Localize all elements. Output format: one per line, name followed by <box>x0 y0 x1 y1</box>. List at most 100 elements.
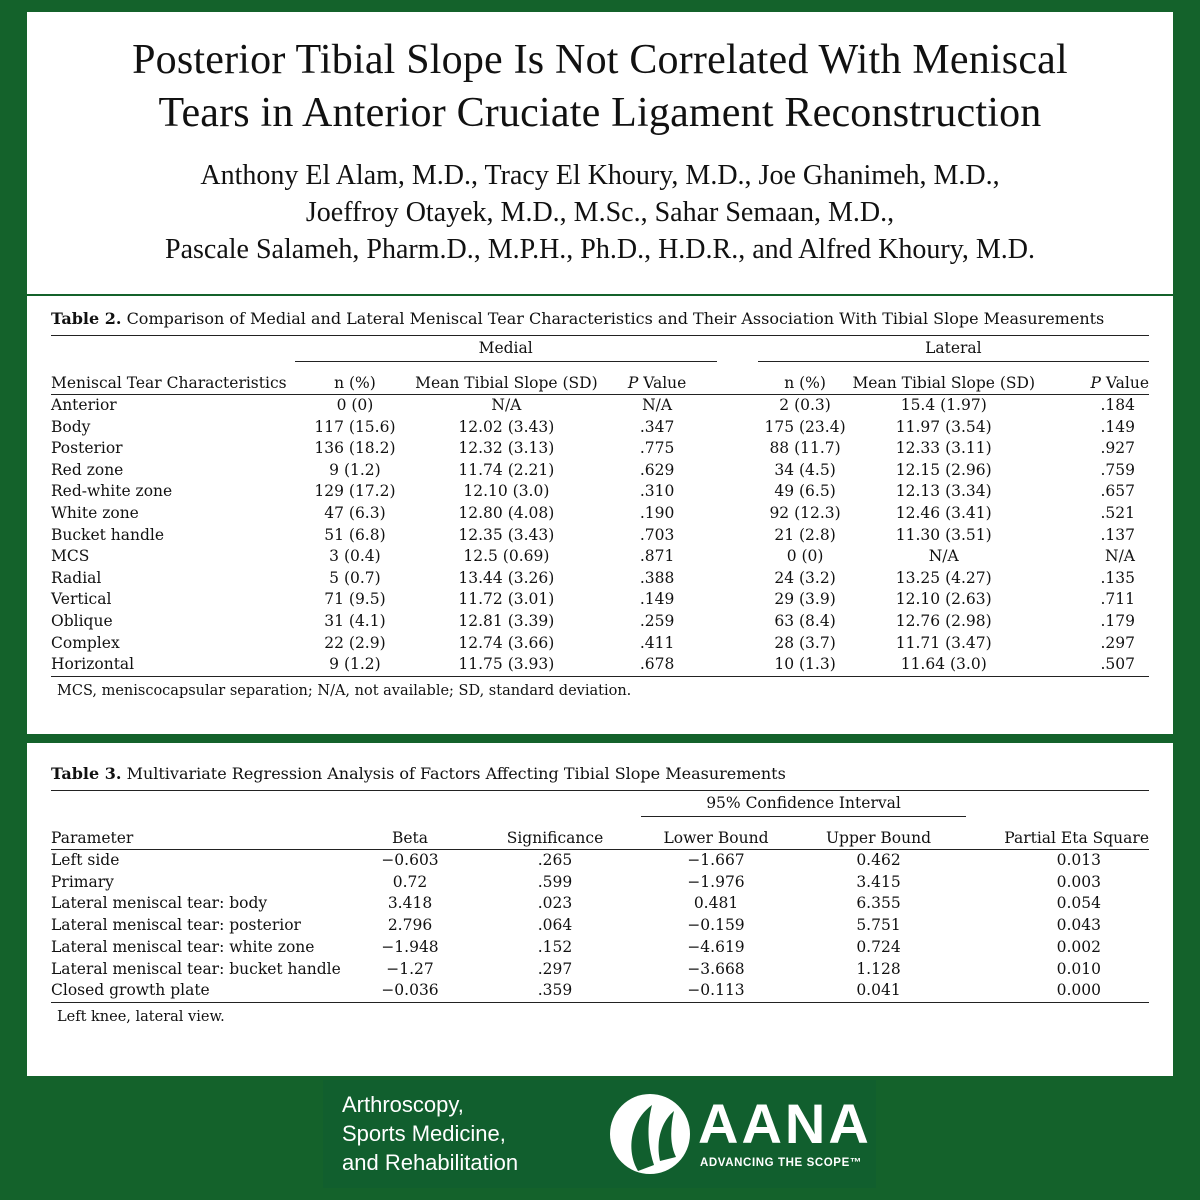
table-cell: .064 <box>537 916 573 935</box>
table-cell: .759 <box>1100 460 1135 479</box>
table-cell: .265 <box>537 851 573 869</box>
table-cell: White zone <box>51 503 139 522</box>
journal-line-1: Arthroscopy, <box>342 1092 464 1117</box>
table-cell: 12.74 (3.66) <box>458 633 555 652</box>
table-cell: 136 (18.2) <box>314 439 396 458</box>
col-header-medial-mean: Mean Tibial Slope (SD) <box>415 362 598 395</box>
col-header-parameter: Parameter <box>51 817 351 850</box>
table-3-label: Table 3. <box>51 764 122 783</box>
table-cell: .871 <box>639 547 675 566</box>
table-2-column-header: Meniscal Tear Characteristics n (%) Mean… <box>51 362 1149 395</box>
table-cell: 12.80 (4.08) <box>458 503 555 522</box>
journal-line-2: Sports Medicine, <box>342 1121 506 1146</box>
org-tagline: ADVANCING THE SCOPE™ <box>700 1157 862 1169</box>
table-cell: .297 <box>1100 633 1135 652</box>
table-cell: Lateral meniscal tear: white zone <box>51 937 315 956</box>
table-2-label: Table 2. <box>51 309 122 328</box>
table-cell: 88 (11.7) <box>769 439 841 458</box>
col-header-medial-n: n (%) <box>294 362 416 395</box>
table-cell: 12.35 (3.43) <box>458 525 555 544</box>
table-cell: 47 (6.3) <box>324 503 386 522</box>
column-spacer <box>717 481 758 503</box>
table-cell: −0.113 <box>641 980 791 1003</box>
column-spacer <box>717 438 758 460</box>
table-row: Red-white zone 129 (17.2) 12.10 (3.0) .310 4… <box>51 481 1149 503</box>
article-title: Posterior Tibial Slope Is Not Correlated… <box>27 12 1173 140</box>
table-row: Lateral meniscal tear: bucket handle −1.2… <box>51 959 1149 981</box>
authors-line-3: Pascale Salameh, Pharm.D., M.P.H., Ph.D.… <box>165 234 1035 265</box>
table-cell: Oblique <box>51 611 113 630</box>
col-header-lower-bound: Lower Bound <box>641 817 791 850</box>
table-cell: 0.481 <box>693 894 739 913</box>
col-header-partial-eta: Partial Eta Square <box>966 817 1149 850</box>
column-spacer <box>717 611 758 633</box>
table-cell: .149 <box>1100 417 1135 436</box>
table-cell: 0.72 <box>392 872 428 891</box>
table-row: Lateral meniscal tear: posterior 2.796 .06… <box>51 915 1149 937</box>
table-cell: 11.71 (3.47) <box>895 633 992 652</box>
col-header-upper-bound: Upper Bound <box>791 817 966 850</box>
table-row: Primary 0.72 .599 −1.976 3.415 0.003 <box>51 872 1149 894</box>
table-cell: Lateral meniscal tear: body <box>51 894 268 913</box>
col-header-lateral-mean: Mean Tibial Slope (SD) <box>852 362 1036 395</box>
table-cell: 12.15 (2.96) <box>895 460 992 479</box>
table-cell: Radial <box>51 568 102 587</box>
branding-band <box>323 1080 876 1188</box>
article-header: Posterior Tibial Slope Is Not Correlated… <box>27 12 1173 294</box>
table-cell: .137 <box>1100 525 1135 544</box>
table-cell: 0 (0) <box>786 547 824 566</box>
table-cell: Lateral meniscal tear: bucket handle <box>51 959 341 978</box>
table-3: 95% Confidence Interval Parameter Beta S… <box>51 790 1149 1003</box>
table-cell: 0.002 <box>1056 937 1101 956</box>
table-cell: N/A <box>642 396 673 414</box>
table-cell: Left side <box>51 851 120 869</box>
table-2-body: Anterior 0 (0) N/A N/A 2 (0.3) 15.4 (1.97) .18… <box>51 395 1149 677</box>
table-cell: .775 <box>639 439 675 458</box>
table-cell: .184 <box>1100 396 1135 414</box>
table-cell: 0.724 <box>856 937 901 956</box>
authors-line-1: Anthony El Alam, M.D., Tracy El Khoury, … <box>200 160 1000 191</box>
table-cell: 9 (1.2) <box>329 460 381 479</box>
table-cell: .711 <box>1100 590 1135 609</box>
table-cell: Vertical <box>51 590 112 609</box>
table-row: Lateral meniscal tear: white zone −1.948.… <box>51 937 1149 959</box>
table-cell: 12.33 (3.11) <box>895 439 992 458</box>
table-cell: 117 (15.6) <box>314 417 396 436</box>
table-cell: .347 <box>639 417 675 436</box>
table-cell: 12.46 (3.41) <box>895 503 992 522</box>
table-cell: .703 <box>639 525 675 544</box>
table-cell: MCS <box>51 547 90 566</box>
table-cell: 22 (2.9) <box>324 633 386 652</box>
table-cell: 5.751 <box>856 916 901 935</box>
table-row: Vertical 71 (9.5) 11.72 (3.01) .149 29 (3.9)… <box>51 589 1149 611</box>
aana-logo-icon <box>610 1094 690 1174</box>
column-spacer <box>717 503 758 525</box>
table-cell: 29 (3.9) <box>774 590 836 609</box>
column-spacer <box>717 568 758 590</box>
table-cell: 34 (4.5) <box>774 460 836 479</box>
column-spacer <box>717 633 758 655</box>
table-cell: N/A <box>1105 547 1135 566</box>
table-cell: 0.013 <box>1056 851 1101 869</box>
column-spacer <box>717 589 758 611</box>
table-cell: .521 <box>1100 503 1135 522</box>
table-cell: 92 (12.3) <box>769 503 841 522</box>
column-spacer <box>717 395 758 417</box>
journal-line-3: and Rehabilitation <box>342 1150 519 1175</box>
table-cell: 15.4 (1.97) <box>900 396 987 414</box>
journal-name: Arthroscopy, Sports Medicine, and Rehabi… <box>342 1090 518 1177</box>
table-cell: 21 (2.8) <box>774 525 836 544</box>
table-cell: Horizontal <box>51 654 295 677</box>
table-cell: −1.948 <box>381 937 439 956</box>
table-cell: 12.10 (3.0) <box>463 482 550 501</box>
table-cell: 12.13 (3.34) <box>895 482 992 501</box>
table-cell: 5 (0.7) <box>329 568 381 587</box>
table-cell: 0.043 <box>1056 916 1101 935</box>
table-cell: 12.5 (0.69) <box>463 547 550 566</box>
table-cell: −1.667 <box>687 851 745 869</box>
column-spacer <box>716 654 758 677</box>
table-2: Medial Lateral Meniscal Tear Characteris… <box>51 335 1149 677</box>
table-row: Horizontal 9 (1.2) 11.75 (3.93) .678 10 (1.3… <box>51 654 1149 677</box>
table-cell: .179 <box>1100 611 1135 630</box>
table-cell: 175 (23.4) <box>764 417 846 436</box>
